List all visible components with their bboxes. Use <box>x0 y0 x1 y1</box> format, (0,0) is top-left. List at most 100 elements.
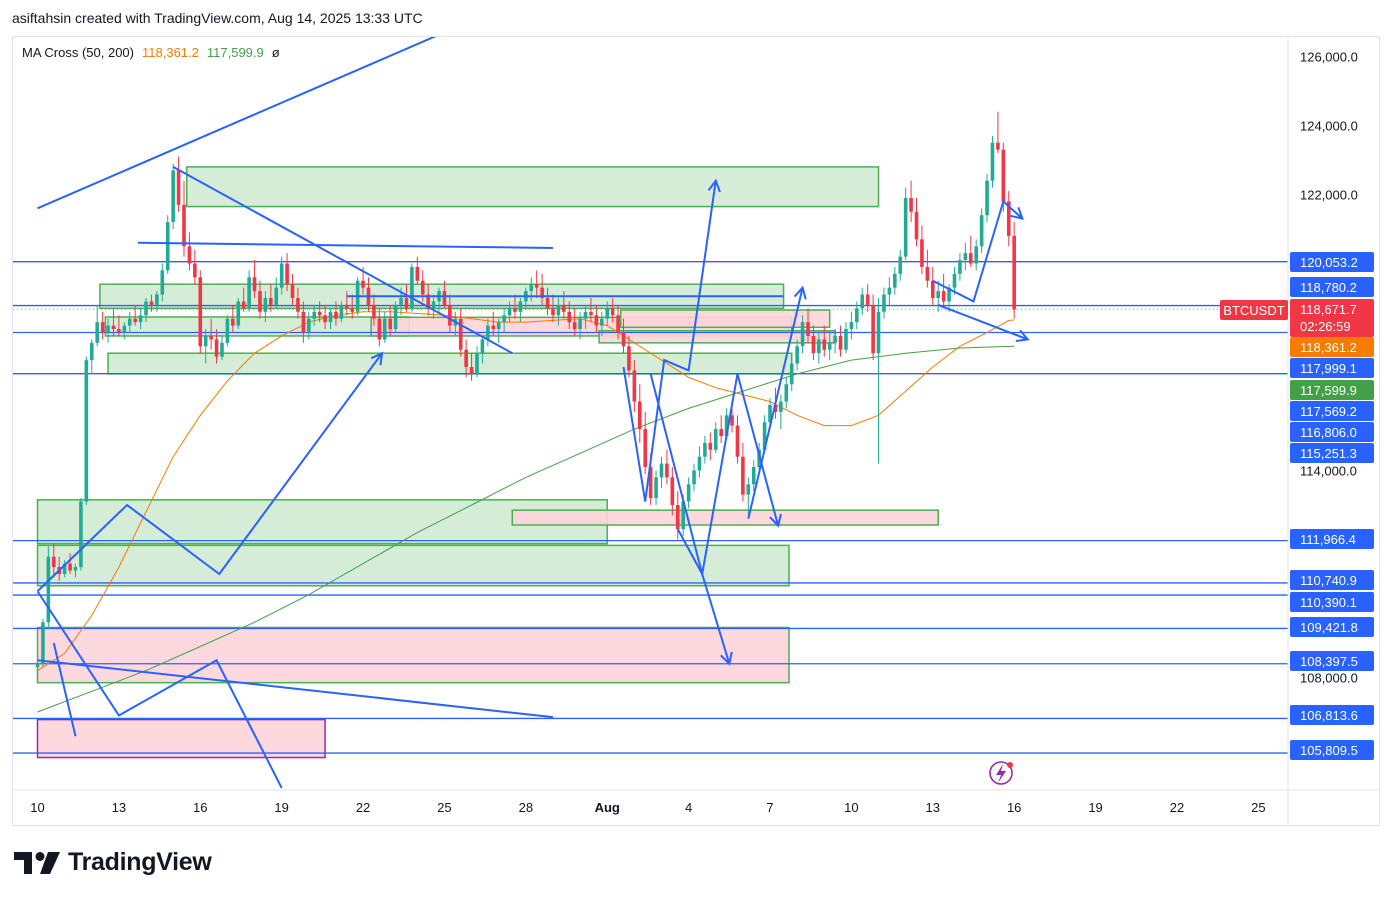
candle-body-116 <box>665 463 669 478</box>
candle-body-29 <box>193 263 197 278</box>
candle-body-28 <box>187 246 192 264</box>
indicator-hidden-icon[interactable]: ø <box>271 45 280 60</box>
candle-body-68 <box>404 298 409 309</box>
candle-body-94 <box>545 298 550 309</box>
candle-body-35 <box>225 318 230 343</box>
x-tick-label: 13 <box>926 800 940 815</box>
candle-body-129 <box>735 425 740 457</box>
candle-body-130 <box>741 456 745 495</box>
candle-body-138 <box>784 384 789 402</box>
zone-pink-9 <box>511 509 939 526</box>
candle-body-179 <box>1006 201 1011 236</box>
indicator-legend[interactable]: MA Cross (50, 200) 118,361.2 117,599.9 ø <box>22 45 280 60</box>
arrowhead-8 <box>720 651 733 666</box>
price-label-bg-7 <box>1290 380 1374 400</box>
drawing-line-3 <box>37 659 554 719</box>
candle-body-3 <box>51 556 56 568</box>
candle-body-174 <box>979 215 984 247</box>
candle-body-169 <box>952 273 957 288</box>
candle-body-14 <box>111 325 116 330</box>
x-tick-label: 25 <box>1251 800 1265 815</box>
candle-body-54 <box>328 311 333 323</box>
candle-body-27 <box>182 204 186 247</box>
price-label-bg-11 <box>1290 529 1374 549</box>
candle-body-95 <box>551 308 555 316</box>
candle-body-86 <box>502 315 506 323</box>
price-label-bg-17 <box>1290 740 1374 760</box>
x-tick-label: 19 <box>1088 800 1102 815</box>
drawing-arrow-9 <box>676 373 780 577</box>
candle-body-43 <box>269 298 273 305</box>
candle-body-41 <box>258 291 262 312</box>
candle-body-127 <box>724 415 729 436</box>
x-tick-label: Aug <box>595 800 620 815</box>
candle-body-46 <box>285 263 289 285</box>
zone-purple-11 <box>36 718 326 759</box>
candle-body-155 <box>876 311 881 354</box>
x-tick-label: 13 <box>112 800 126 815</box>
candle-body-17 <box>127 318 132 326</box>
candle-body-42 <box>263 298 268 312</box>
lightning-icon-dot <box>1007 762 1013 768</box>
indicator-name[interactable]: MA Cross (50, 200) <box>22 45 134 60</box>
candle-body-156 <box>882 294 886 312</box>
price-label-text: 105,809.5 <box>1300 743 1358 758</box>
candle-body-105 <box>605 308 610 319</box>
candle-body-55 <box>334 311 338 319</box>
candle-body-51 <box>312 311 317 319</box>
candle-body-38 <box>241 301 246 309</box>
candle-body-31 <box>203 335 208 347</box>
candle-body-25 <box>171 170 175 223</box>
candle-body-157 <box>887 287 892 295</box>
candle-body-112 <box>643 429 648 468</box>
candle-body-72 <box>426 294 430 309</box>
price-label-text: 108,397.5 <box>1300 654 1358 669</box>
candle-body-178 <box>1001 149 1006 202</box>
candle-body-13 <box>106 325 110 333</box>
candle-body-57 <box>344 304 349 309</box>
tradingview-logo-icon <box>14 851 60 874</box>
candle-body-52 <box>317 311 322 316</box>
candle-body-36 <box>231 318 235 326</box>
candle-body-48 <box>296 298 300 312</box>
x-tick-label: 16 <box>193 800 207 815</box>
candle-body-39 <box>247 277 251 309</box>
candle-body-146 <box>827 342 832 350</box>
candle-body-114 <box>654 477 658 499</box>
price-label-bg-6 <box>1290 358 1374 378</box>
candle-body-7 <box>73 567 78 571</box>
candle-body-172 <box>968 253 973 264</box>
candle-body-15 <box>117 329 121 333</box>
candle-body-102 <box>589 311 593 316</box>
candle-body-125 <box>713 429 718 450</box>
price-label-bg-5 <box>1290 337 1374 357</box>
candle-body-158 <box>893 273 897 288</box>
candle-body-50 <box>307 318 311 333</box>
price-label-bg-0 <box>1290 252 1374 272</box>
candle-body-91 <box>529 284 534 292</box>
candle-body-142 <box>806 322 810 336</box>
arrowhead-11 <box>1010 206 1024 221</box>
price-label-bg-14 <box>1290 617 1374 637</box>
price-label-text: 116,806.0 <box>1300 425 1357 440</box>
ma200-line <box>37 345 1015 713</box>
arrowhead-12 <box>1015 329 1030 342</box>
lightning-icon-ring <box>989 761 1013 785</box>
price-label-bg-15 <box>1290 651 1374 671</box>
candle-body-96 <box>556 304 561 316</box>
candle-body-80 <box>469 367 474 374</box>
candle-body-176 <box>990 142 995 181</box>
candle-body-23 <box>160 270 165 295</box>
candle-body-2 <box>46 556 51 623</box>
tradingview-logo[interactable]: TradingView <box>14 848 212 877</box>
candle-body-45 <box>279 263 284 288</box>
candle-body-5 <box>62 563 67 574</box>
candle-body-159 <box>898 256 903 274</box>
candle-body-170 <box>958 260 962 274</box>
x-tick-label: 22 <box>1170 800 1184 815</box>
price-label-text: 117,599.9 <box>1300 383 1357 398</box>
candle-body-109 <box>627 346 631 371</box>
candle-body-66 <box>393 304 398 330</box>
candle-body-87 <box>507 308 512 316</box>
